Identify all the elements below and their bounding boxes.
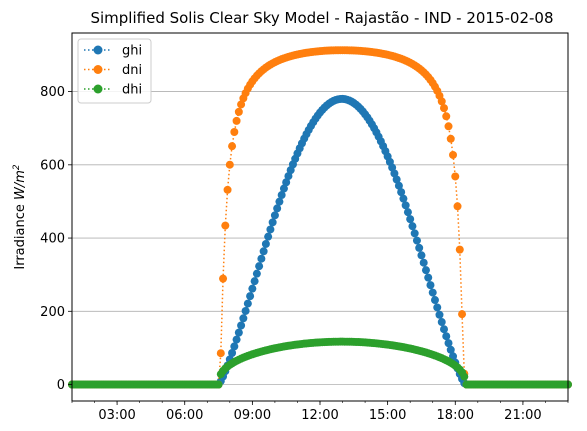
data-point <box>219 274 228 283</box>
data-point <box>275 197 284 206</box>
data-point <box>458 310 467 319</box>
data-point <box>282 178 291 187</box>
legend-label-dhi: dhi <box>122 83 142 98</box>
data-point <box>401 201 410 210</box>
data-point <box>417 251 426 260</box>
data-point <box>444 122 453 131</box>
data-point <box>442 332 451 341</box>
legend-label-dni: dni <box>122 63 142 78</box>
data-point <box>421 266 430 275</box>
x-axis: 03:00 06:00 09:00 12:00 15:00 18:00 21:00 <box>71 401 569 423</box>
data-point <box>257 254 266 263</box>
data-point <box>424 273 433 282</box>
x-tick-label: 12:00 <box>301 408 338 423</box>
data-point <box>397 188 406 197</box>
x-tick-label: 21:00 <box>504 408 541 423</box>
data-point <box>239 314 248 323</box>
data-point <box>444 339 453 348</box>
data-point <box>237 100 246 109</box>
data-point <box>277 191 286 200</box>
data-point <box>437 97 446 106</box>
data-point <box>234 328 243 337</box>
data-point <box>264 232 273 241</box>
data-point <box>230 342 239 351</box>
data-point <box>446 134 455 143</box>
data-point <box>403 208 412 217</box>
data-point <box>433 303 442 312</box>
y-axis: 0 200 400 600 800 <box>40 85 72 393</box>
data-point <box>232 116 241 125</box>
data-point <box>241 306 250 315</box>
series-layer <box>68 46 572 389</box>
x-tick-label: 06:00 <box>166 408 203 423</box>
data-point <box>214 380 223 389</box>
data-point <box>460 372 469 381</box>
data-point <box>392 175 401 184</box>
data-point <box>250 277 259 286</box>
data-point <box>266 225 275 234</box>
data-point <box>440 325 448 334</box>
data-point <box>408 222 417 231</box>
data-point <box>216 349 225 358</box>
data-point <box>246 292 255 301</box>
data-point <box>449 150 458 159</box>
data-point <box>442 112 451 121</box>
data-point <box>419 258 428 267</box>
data-point <box>248 284 257 293</box>
data-point <box>406 215 415 224</box>
legend-marker-dhi <box>93 84 103 94</box>
data-point <box>223 185 232 194</box>
data-point <box>449 352 458 361</box>
y-axis-label: Irradiance W/m2 <box>12 164 28 270</box>
data-point <box>279 184 288 193</box>
data-point <box>430 296 439 305</box>
data-point <box>255 262 264 271</box>
data-point <box>453 202 462 211</box>
data-point <box>228 349 237 358</box>
data-point <box>426 281 435 290</box>
data-point <box>228 142 237 151</box>
data-point <box>243 299 252 308</box>
data-point <box>390 169 399 178</box>
data-point <box>412 236 421 245</box>
data-point <box>259 247 268 256</box>
data-point <box>415 243 424 252</box>
data-point <box>446 345 455 354</box>
data-point <box>437 318 446 327</box>
legend-marker-ghi <box>93 45 103 55</box>
data-point <box>273 204 282 213</box>
data-point <box>221 221 230 230</box>
data-point <box>252 269 261 278</box>
x-tick-label: 18:00 <box>437 408 474 423</box>
y-tick-label: 400 <box>40 232 65 247</box>
data-point <box>410 229 419 238</box>
legend: ghi dni dhi <box>77 38 152 104</box>
data-point <box>230 128 239 136</box>
data-point <box>270 211 279 220</box>
y-tick-label: 200 <box>40 305 65 320</box>
y-tick-label: 800 <box>40 85 65 100</box>
data-point <box>232 335 241 344</box>
data-point <box>399 194 408 203</box>
data-point <box>225 160 234 169</box>
x-tick-label: 03:00 <box>98 408 135 423</box>
data-point <box>261 239 270 248</box>
data-point <box>234 107 243 116</box>
y-tick-label: 600 <box>40 158 65 173</box>
data-point <box>440 104 448 113</box>
data-point <box>237 321 246 330</box>
chart-title: Simplified Solis Clear Sky Model - Rajas… <box>90 9 553 27</box>
data-point <box>455 245 464 254</box>
y-tick-label: 0 <box>57 378 65 393</box>
x-tick-label: 15:00 <box>369 408 406 423</box>
x-tick-label: 09:00 <box>234 408 271 423</box>
data-point <box>451 172 460 181</box>
data-point <box>435 310 444 319</box>
data-point <box>268 218 277 227</box>
legend-label-ghi: ghi <box>122 44 142 59</box>
data-point <box>394 181 403 190</box>
data-point <box>428 288 437 297</box>
legend-marker-dni <box>93 65 103 74</box>
